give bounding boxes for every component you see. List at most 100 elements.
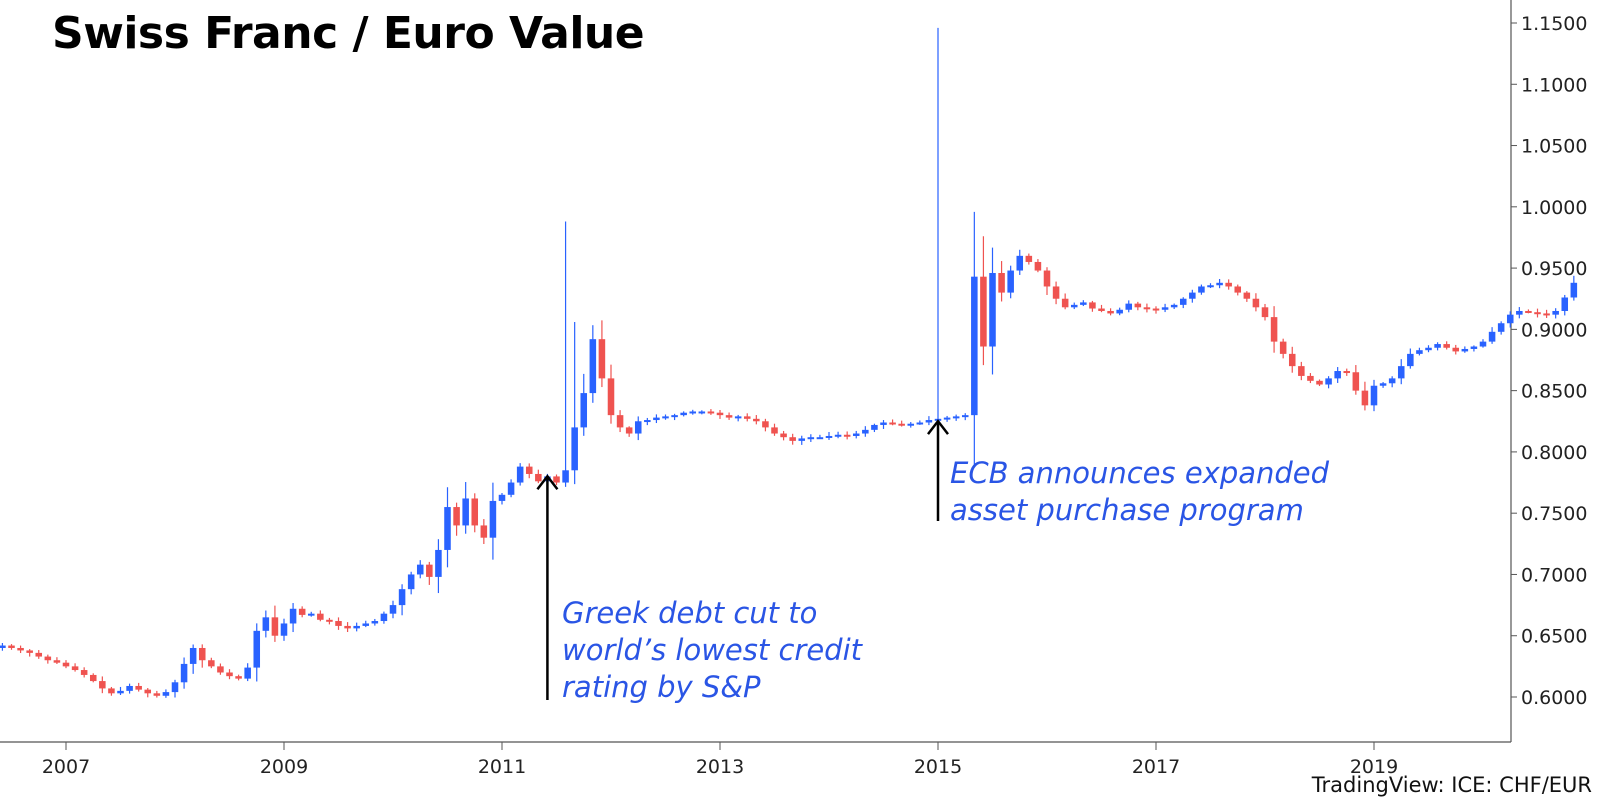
candle-body [843, 434, 851, 437]
candle-body [435, 549, 442, 577]
candle-body [1270, 317, 1278, 342]
candle-body [1089, 302, 1096, 309]
candle-body [389, 605, 397, 614]
candle-body [35, 652, 43, 657]
candle-body [852, 433, 860, 436]
candle-body [616, 415, 624, 428]
y-tick-label: 1.1500 [1521, 13, 1587, 35]
candle-body [1452, 347, 1460, 352]
candle-body [771, 427, 778, 434]
candle-body [1407, 353, 1414, 367]
candle-body [571, 427, 578, 471]
candle-body [789, 437, 796, 441]
candle-body [762, 421, 769, 428]
y-tick-label: 0.7000 [1521, 564, 1587, 586]
candle-body [1543, 313, 1550, 316]
candle-body [80, 670, 88, 675]
candle-body [208, 660, 215, 667]
candle-body [589, 339, 597, 394]
candle-body [1298, 366, 1305, 376]
candle-body [226, 672, 233, 677]
candle-body [280, 623, 288, 636]
candle-body [1325, 378, 1332, 385]
candle-body [271, 617, 279, 636]
candle-body [1261, 307, 1269, 318]
candle-body [153, 693, 161, 696]
candle-body [498, 494, 506, 501]
x-tick-label: 2013 [696, 756, 744, 778]
y-tick-label: 1.1000 [1521, 74, 1587, 96]
candle-body [235, 676, 242, 679]
candle-body [480, 525, 488, 538]
candle-body [680, 412, 687, 416]
candle-body [1225, 282, 1232, 287]
candle-body [1243, 292, 1251, 299]
candle-body [353, 625, 360, 629]
candlestick-series [0, 27, 1578, 698]
annotation-arrow-head [536, 474, 559, 491]
x-tick-label: 2019 [1350, 756, 1398, 778]
candle-body [634, 421, 642, 434]
candle-body [725, 415, 733, 418]
y-tick-label: 0.8500 [1521, 381, 1587, 403]
candle-body [625, 427, 633, 434]
candle-body [1043, 270, 1051, 287]
x-tick-label: 2011 [478, 756, 526, 778]
candle-body [952, 416, 960, 419]
x-tick-label: 2009 [260, 756, 308, 778]
candle-body [562, 470, 569, 483]
y-tick-label: 0.9500 [1521, 258, 1587, 280]
candle-body [126, 685, 133, 691]
candle-body [416, 564, 424, 575]
candle-body [444, 507, 451, 550]
candle-body [26, 650, 33, 653]
candle-body [307, 613, 315, 616]
candle-body [825, 435, 833, 438]
candle-body [961, 415, 969, 418]
candle-body [743, 416, 751, 419]
candle-body [862, 429, 869, 434]
candle-body [1061, 298, 1069, 308]
candle-body [244, 667, 251, 679]
candle-body [1552, 310, 1559, 315]
candle-body [1534, 312, 1541, 315]
candle-body [217, 666, 224, 673]
candle-body [1506, 314, 1514, 324]
candle-body [1479, 341, 1487, 347]
candle-body [516, 466, 524, 483]
candle-body [698, 411, 706, 414]
candle-body [1198, 286, 1205, 293]
candle-body [1516, 310, 1523, 315]
candle-body [1016, 255, 1024, 271]
annotation-text: world’s lowest credit [562, 633, 864, 667]
x-tick-label: 2017 [1132, 756, 1180, 778]
candle-body [1143, 307, 1151, 310]
candle-body [362, 623, 370, 626]
candle-body [1343, 371, 1351, 374]
candle-body [671, 415, 678, 418]
y-tick-label: 0.9000 [1521, 319, 1587, 341]
candle-body [689, 411, 697, 414]
candle-body [1425, 347, 1432, 351]
candle-body [1388, 378, 1396, 384]
candle-body [71, 666, 79, 671]
candle-body [662, 416, 669, 419]
candle-body [780, 433, 787, 438]
candle-body [171, 682, 179, 693]
annotation-text: asset purchase program [950, 493, 1304, 527]
candle-body [898, 423, 905, 426]
candle-body [489, 500, 497, 538]
candle-body [1025, 255, 1033, 262]
candle-body [1279, 341, 1287, 354]
y-axis-ticks: 1.1500 1.1000 1.0500 1.0000 0.9500 0.9000 0.85… [1511, 13, 1587, 709]
candle-body [462, 498, 469, 526]
candle-body [916, 422, 924, 425]
candle-body [108, 688, 115, 694]
candle-body [653, 417, 660, 421]
candle-body [135, 685, 142, 690]
candle-body [117, 690, 124, 694]
candle-body [598, 339, 606, 379]
candle-body [889, 422, 896, 425]
